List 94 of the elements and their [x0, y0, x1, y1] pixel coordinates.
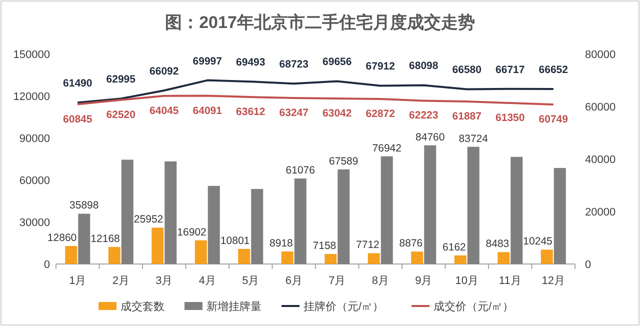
data-label: 60749: [538, 114, 568, 126]
bar: [424, 145, 436, 264]
x-tick-label: 8月: [372, 275, 389, 287]
chart-title: 图：2017年北京市二手住宅月度成交走势: [165, 13, 475, 32]
data-label: 68098: [409, 60, 438, 72]
data-label: 66717: [496, 64, 525, 76]
data-label: 61350: [496, 112, 525, 124]
data-label: 69997: [192, 55, 222, 68]
data-label: 64045: [150, 104, 179, 117]
data-label: 8918: [270, 238, 294, 250]
y-tick-label: 30000: [19, 217, 50, 229]
bar: [65, 246, 78, 264]
y-tick-label: 90000: [19, 133, 50, 145]
data-label: 10801: [220, 234, 250, 247]
x-tick-label: 9月: [415, 275, 432, 287]
y2-tick-label: 80000: [585, 49, 616, 61]
data-label: 66092: [150, 66, 179, 78]
data-label: 63612: [236, 106, 266, 118]
bar: [281, 252, 294, 264]
x-tick-label: 11月: [498, 275, 522, 287]
bar: [380, 156, 393, 264]
data-label: 12168: [90, 232, 120, 245]
x-tick-label: 4月: [198, 275, 216, 287]
data-label: 25952: [134, 214, 164, 226]
bar: [108, 246, 120, 264]
bar: [411, 252, 424, 264]
bar: [152, 228, 164, 264]
bar: [238, 248, 250, 264]
y-tick-label: 150000: [13, 49, 50, 61]
legend-label: 成交价（元/㎡）: [434, 300, 514, 313]
data-label: 83724: [458, 132, 488, 145]
x-tick-label: 10月: [455, 275, 478, 287]
data-label: 10245: [523, 236, 553, 248]
bar: [454, 255, 466, 264]
bar: [368, 253, 380, 264]
legend-label: 挂牌价（元/㎡）: [304, 301, 384, 313]
legend-label: 成交套数: [120, 300, 164, 313]
bar: [338, 169, 350, 264]
bar: [294, 178, 306, 264]
bar: [121, 160, 134, 264]
data-label: 6162: [442, 241, 466, 254]
data-label: 66652: [538, 64, 568, 76]
data-label: 67912: [366, 60, 396, 73]
data-label: 66580: [452, 64, 482, 76]
data-label: 60845: [63, 113, 92, 126]
x-tick-label: 12月: [542, 275, 565, 287]
bar: [554, 168, 566, 264]
data-label: 62872: [366, 108, 396, 120]
data-label: 62995: [106, 74, 136, 86]
bar: [78, 214, 90, 264]
data-label: 62223: [409, 110, 438, 122]
x-tick-label: 6月: [285, 275, 302, 287]
data-label: 64091: [192, 104, 222, 117]
bar: [467, 146, 480, 264]
y-tick-label: 120000: [13, 91, 50, 103]
bar: [208, 186, 220, 264]
data-label: 61887: [452, 110, 482, 123]
bar: [194, 240, 207, 264]
data-label: 62520: [106, 108, 136, 121]
data-label: 67589: [329, 155, 358, 168]
x-tick-label: 5月: [242, 275, 260, 287]
x-tick-label: 2月: [112, 275, 130, 287]
bar: [324, 254, 337, 264]
y2-tick-label: 0: [585, 259, 592, 271]
data-label: 7712: [356, 239, 380, 252]
y-tick-label: 60000: [19, 175, 50, 187]
data-label: 35898: [70, 200, 99, 212]
bar: [498, 252, 510, 264]
bar: [540, 250, 553, 264]
data-label: 7158: [312, 240, 336, 252]
y2-tick-label: 40000: [585, 154, 616, 166]
data-label: 61076: [286, 164, 316, 176]
bar: [510, 156, 523, 264]
legend-label: 新增挂牌量: [206, 300, 262, 313]
x-tick-label: 7月: [328, 275, 346, 287]
x-tick-label: 1月: [69, 275, 86, 287]
data-label: 61490: [63, 78, 92, 90]
data-label: 69656: [322, 56, 352, 68]
bar: [164, 161, 177, 264]
data-label: 8483: [486, 238, 510, 250]
data-label: 16902: [177, 226, 207, 238]
data-label: 8876: [399, 238, 423, 250]
data-label: 63247: [279, 106, 309, 119]
data-label: 12860: [47, 232, 77, 244]
data-label: 84760: [416, 131, 445, 144]
data-label: 76942: [372, 142, 402, 154]
y-tick-label: 0: [44, 259, 50, 271]
bar: [251, 188, 264, 264]
x-tick-label: 3月: [156, 275, 173, 287]
data-label: 69493: [236, 56, 266, 69]
data-label: 68723: [279, 58, 309, 71]
y2-tick-label: 20000: [585, 206, 616, 218]
y2-tick-label: 60000: [585, 102, 616, 114]
data-label: 63042: [322, 108, 352, 120]
